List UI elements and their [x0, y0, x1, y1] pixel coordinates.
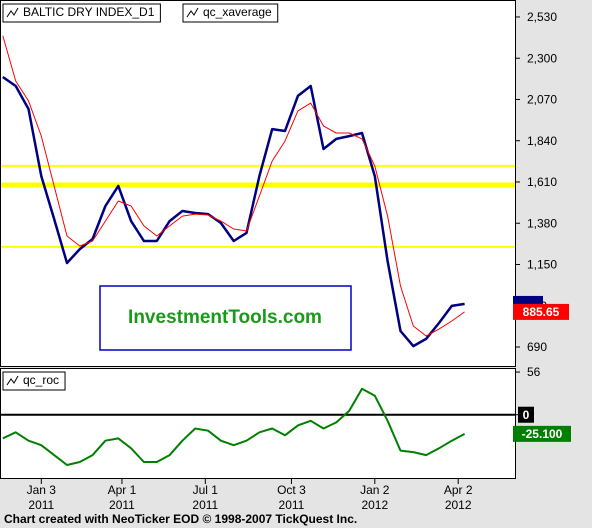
y-tick-label: 0 — [523, 408, 530, 422]
legend-label: BALTIC DRY INDEX_D1 — [23, 5, 155, 19]
y-tick-label: 2,070 — [527, 93, 557, 107]
x-tick-label: Jul 1 — [193, 483, 219, 497]
legend-label: qc_xaverage — [203, 5, 272, 19]
x-tick-label: Jan 2 — [360, 483, 390, 497]
y-tick-label: 2,300 — [527, 51, 557, 65]
y-tick-label: 1,610 — [527, 175, 557, 189]
x-tick-year: 2011 — [109, 498, 135, 512]
y-tick-label: 2,530 — [527, 10, 557, 24]
legend-box — [182, 3, 279, 23]
legend-item: BALTIC DRY INDEX_D1 — [2, 3, 161, 23]
plot-layer: 2,5302,3002,0701,8401,6101,3801,15092069… — [1, 3, 571, 512]
legend-box — [2, 371, 66, 391]
roc-panel — [0, 368, 516, 479]
series-line — [2, 75, 465, 348]
x-tick-label: Oct 3 — [277, 483, 306, 497]
x-tick-year: 2012 — [361, 498, 388, 512]
legend-icon — [6, 375, 19, 386]
last-value-box — [513, 425, 571, 442]
y-tick-label: 1,380 — [527, 216, 557, 230]
last-value-label: -25.100 — [522, 427, 563, 441]
zero-label-box — [518, 406, 534, 423]
legend-item: qc_roc — [2, 371, 66, 391]
legend-icon — [186, 7, 199, 18]
watermark: InvestmentTools.com — [128, 307, 322, 328]
x-tick-label: Apr 1 — [108, 483, 137, 497]
legend-label: qc_roc — [23, 373, 59, 387]
series-line — [2, 35, 465, 337]
watermark-box — [99, 285, 352, 351]
legend-item: qc_xaverage — [182, 3, 279, 23]
x-tick-year: 2011 — [28, 498, 54, 512]
series-line — [2, 387, 466, 466]
y-tick-label: 1,150 — [527, 258, 557, 272]
x-tick-label: Apr 2 — [444, 483, 473, 497]
x-tick-year: 2012 — [445, 498, 472, 512]
y-tick-label: 1,840 — [527, 134, 557, 148]
x-tick-year: 2011 — [192, 498, 218, 512]
y-tick-label: 690 — [527, 340, 547, 354]
y-tick-label: 56 — [527, 365, 541, 379]
last-value-box — [513, 303, 569, 320]
legend-box — [2, 3, 161, 23]
legend-icon — [6, 7, 19, 18]
last-value-label: 885.65 — [523, 305, 560, 319]
x-tick-label: Jan 3 — [27, 483, 57, 497]
x-tick-year: 2011 — [279, 498, 305, 512]
credit: Chart created with NeoTicker EOD © 1998-… — [4, 512, 357, 526]
